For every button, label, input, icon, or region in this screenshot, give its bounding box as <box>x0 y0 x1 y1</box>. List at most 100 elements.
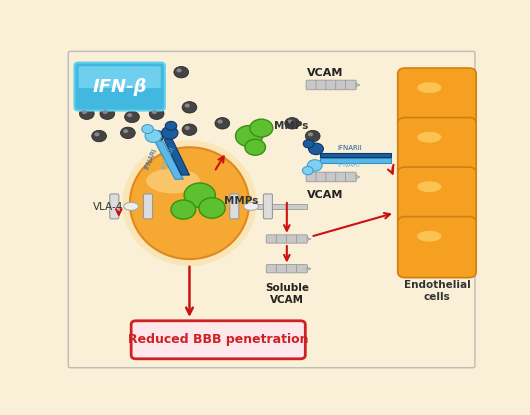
Circle shape <box>305 130 320 142</box>
Circle shape <box>217 120 223 124</box>
Circle shape <box>256 124 271 135</box>
Circle shape <box>133 83 147 94</box>
FancyBboxPatch shape <box>326 80 337 90</box>
Polygon shape <box>356 83 360 87</box>
FancyBboxPatch shape <box>316 172 326 182</box>
Ellipse shape <box>417 82 441 93</box>
Text: VCAM: VCAM <box>306 68 343 78</box>
Circle shape <box>149 130 164 142</box>
Circle shape <box>92 130 107 142</box>
Text: VCAM: VCAM <box>306 190 343 200</box>
Text: IFN-β: IFN-β <box>92 78 147 95</box>
FancyBboxPatch shape <box>306 80 317 90</box>
Circle shape <box>184 104 190 107</box>
Text: IFNARII: IFNARII <box>338 145 362 151</box>
Ellipse shape <box>122 140 257 266</box>
Circle shape <box>184 183 215 208</box>
Ellipse shape <box>130 147 249 259</box>
FancyBboxPatch shape <box>74 63 165 110</box>
Circle shape <box>259 126 264 130</box>
Circle shape <box>176 68 182 73</box>
Polygon shape <box>307 237 311 241</box>
Circle shape <box>250 119 273 137</box>
Circle shape <box>235 125 262 146</box>
FancyBboxPatch shape <box>346 80 356 90</box>
FancyBboxPatch shape <box>110 194 119 219</box>
Circle shape <box>165 121 176 130</box>
Circle shape <box>303 139 314 148</box>
Circle shape <box>303 166 313 175</box>
Circle shape <box>127 113 132 117</box>
Ellipse shape <box>124 203 138 210</box>
FancyBboxPatch shape <box>335 80 347 90</box>
Text: MMPs: MMPs <box>224 195 259 205</box>
Text: IFNARII: IFNARII <box>161 145 175 170</box>
Circle shape <box>152 132 157 137</box>
Circle shape <box>308 143 323 155</box>
Ellipse shape <box>417 181 441 192</box>
Circle shape <box>145 129 162 142</box>
Circle shape <box>162 127 178 139</box>
Text: Endothelial
cells: Endothelial cells <box>404 280 471 302</box>
Circle shape <box>182 102 197 113</box>
Text: Soluble
VCAM: Soluble VCAM <box>265 283 309 305</box>
FancyBboxPatch shape <box>286 235 297 243</box>
FancyBboxPatch shape <box>266 264 277 273</box>
FancyBboxPatch shape <box>296 235 307 243</box>
Polygon shape <box>320 159 391 163</box>
Circle shape <box>135 84 140 88</box>
FancyBboxPatch shape <box>286 264 297 273</box>
Circle shape <box>174 66 189 78</box>
FancyBboxPatch shape <box>78 66 161 88</box>
FancyBboxPatch shape <box>346 172 356 182</box>
FancyBboxPatch shape <box>263 194 272 219</box>
Ellipse shape <box>146 168 200 193</box>
Polygon shape <box>356 175 360 179</box>
Text: VLA-4: VLA-4 <box>93 202 123 212</box>
FancyBboxPatch shape <box>335 172 347 182</box>
Polygon shape <box>320 153 391 157</box>
Circle shape <box>307 160 322 171</box>
Ellipse shape <box>417 231 441 242</box>
FancyBboxPatch shape <box>306 172 317 182</box>
Circle shape <box>80 108 94 120</box>
FancyBboxPatch shape <box>326 172 337 182</box>
Circle shape <box>308 132 313 137</box>
FancyBboxPatch shape <box>316 80 326 90</box>
FancyBboxPatch shape <box>276 264 287 273</box>
FancyBboxPatch shape <box>266 235 277 243</box>
Polygon shape <box>155 141 183 179</box>
Text: Reduced BBB penetration: Reduced BBB penetration <box>128 333 308 346</box>
Circle shape <box>94 132 100 137</box>
FancyBboxPatch shape <box>398 217 476 278</box>
Circle shape <box>82 110 87 114</box>
Ellipse shape <box>244 203 259 210</box>
FancyBboxPatch shape <box>276 235 287 243</box>
Circle shape <box>287 120 293 124</box>
Circle shape <box>182 124 197 135</box>
Circle shape <box>152 110 157 114</box>
Circle shape <box>142 124 153 134</box>
FancyBboxPatch shape <box>398 167 476 228</box>
Circle shape <box>102 110 108 114</box>
Circle shape <box>285 117 299 129</box>
Circle shape <box>123 129 128 133</box>
Text: MMPs: MMPs <box>273 122 308 132</box>
Circle shape <box>171 200 196 219</box>
FancyBboxPatch shape <box>144 194 153 219</box>
Circle shape <box>125 111 139 123</box>
FancyBboxPatch shape <box>131 321 305 359</box>
Circle shape <box>149 108 164 120</box>
Text: IFNARI: IFNARI <box>144 147 158 170</box>
FancyBboxPatch shape <box>296 264 307 273</box>
FancyBboxPatch shape <box>398 68 476 129</box>
Ellipse shape <box>417 132 441 143</box>
Circle shape <box>245 139 266 155</box>
FancyBboxPatch shape <box>229 194 239 219</box>
FancyBboxPatch shape <box>398 117 476 178</box>
Circle shape <box>199 198 225 218</box>
Polygon shape <box>164 139 190 175</box>
Text: IFNARI: IFNARI <box>338 163 360 168</box>
Circle shape <box>184 126 190 130</box>
Circle shape <box>100 108 114 120</box>
